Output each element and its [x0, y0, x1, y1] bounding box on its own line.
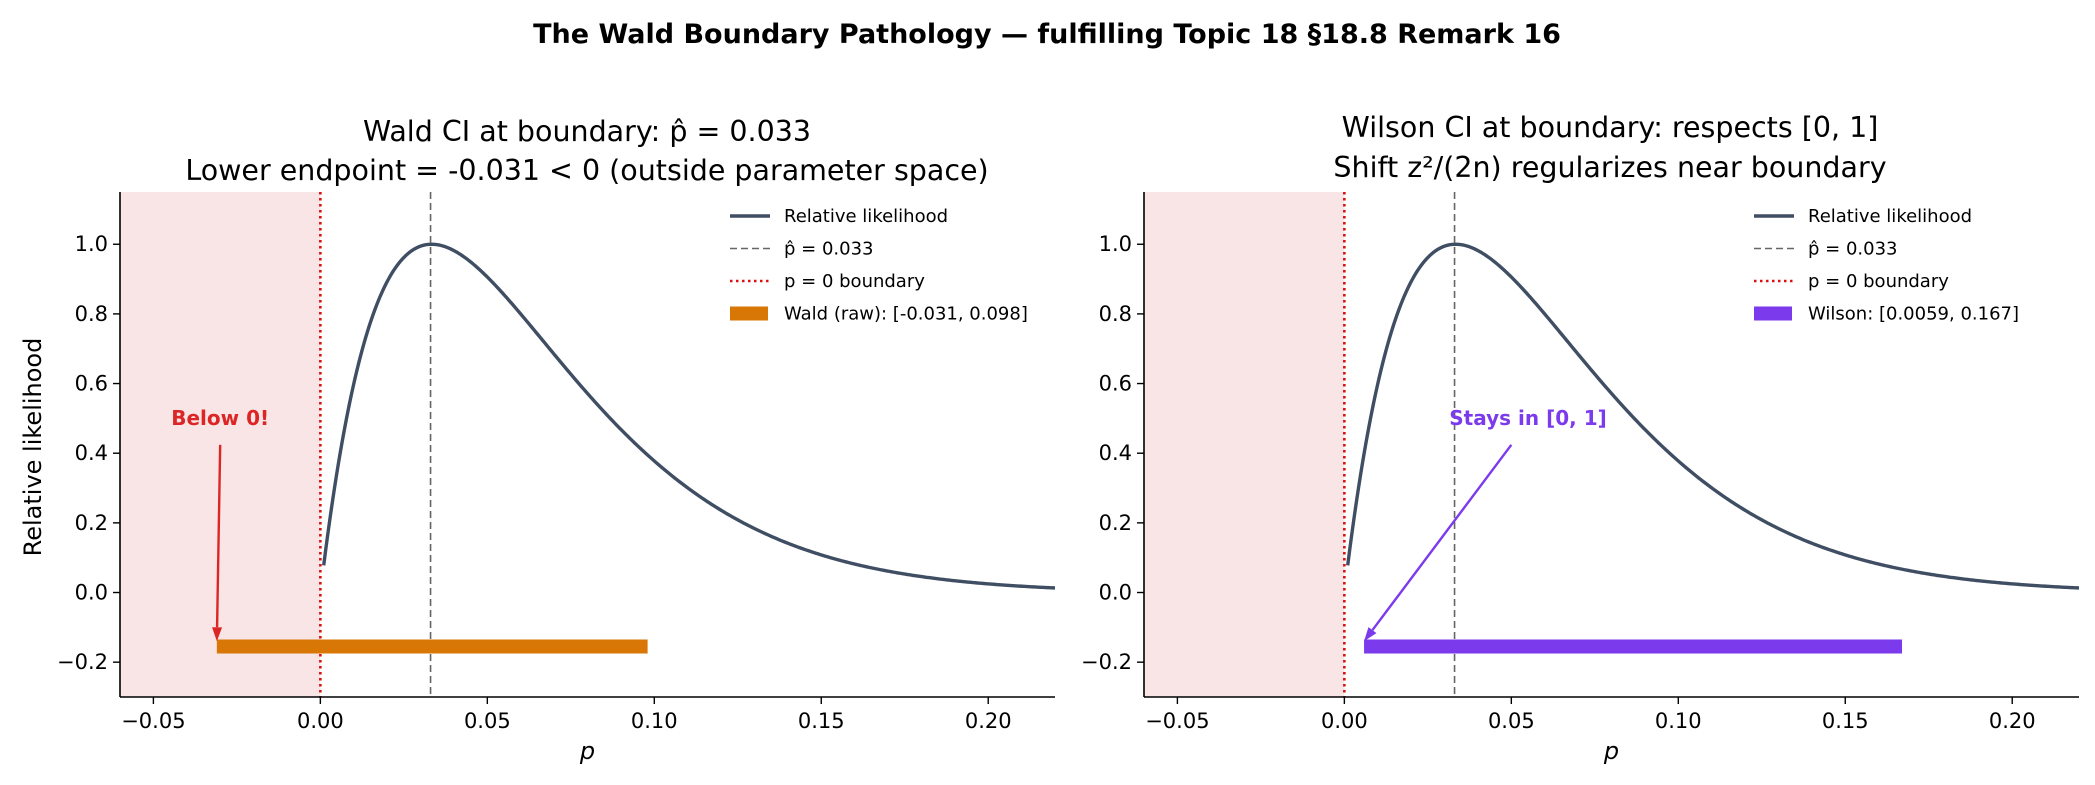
y-tick-label: 0.2: [1099, 511, 1132, 535]
x-axis-label: p: [1603, 737, 1619, 765]
annotation-text: Stays in [0, 1]: [1449, 406, 1606, 430]
x-tick-label: 0.20: [1989, 709, 2036, 733]
y-tick-label: 0.0: [75, 581, 108, 605]
legend-label: p̂ = 0.033: [784, 239, 873, 260]
x-tick-label: 0.10: [1655, 709, 1702, 733]
y-tick-label: 1.0: [75, 232, 108, 256]
annotation-arrowhead: [1364, 627, 1377, 642]
x-tick-label: 0.15: [798, 709, 845, 733]
legend: Relative likelihood p̂ = 0.033 p = 0 bound…: [1754, 206, 2019, 325]
x-tick-label: 0.05: [464, 709, 511, 733]
interval-bar: [216, 639, 648, 654]
x-tick-label: 0.00: [297, 709, 344, 733]
x-tick-label: 0.20: [965, 709, 1012, 733]
panel-title-line2: Lower endpoint = -0.031 < 0 (outside par…: [185, 154, 988, 187]
negative-region-shade: [1144, 192, 1345, 697]
panel-title-line2: Shift z²/(2n) regularizes near boundary: [1333, 151, 1886, 184]
legend-label: p = 0 boundary: [784, 271, 925, 292]
negative-region-shade: [120, 192, 321, 697]
legend-label: Wilson: [0.0059, 0.167]: [1808, 304, 2019, 325]
interval-bar: [1364, 639, 1903, 654]
x-tick-label: 0.10: [631, 709, 678, 733]
y-tick-label: −0.2: [57, 650, 108, 674]
y-tick-label: 0.4: [75, 441, 108, 465]
legend-label: p̂ = 0.033: [1808, 239, 1897, 260]
y-tick-label: 0.4: [1099, 441, 1132, 465]
panel-wilson: Wilson CI at boundary: respects [0, 1] S…: [1081, 111, 2080, 765]
legend-swatch-interval: [1754, 306, 1792, 321]
y-tick-label: 0.8: [75, 302, 108, 326]
legend: Relative likelihood p̂ = 0.033 p = 0 bound…: [730, 206, 1028, 325]
y-tick-label: 0.2: [75, 511, 108, 535]
annotation-text: Below 0!: [171, 406, 269, 430]
panel-title-line1: Wald CI at boundary: p̂ = 0.033: [363, 115, 811, 148]
x-tick-label: 0.00: [1321, 709, 1368, 733]
y-tick-label: 1.0: [1099, 232, 1132, 256]
y-axis-label: Relative likelihood: [19, 338, 47, 557]
panel-wald: Wald CI at boundary: p̂ = 0.033 Lower en…: [19, 115, 1056, 765]
legend-swatch-interval: [730, 306, 768, 321]
legend-label: p = 0 boundary: [1808, 271, 1949, 292]
figure-suptitle: The Wald Boundary Pathology — fulfilling…: [533, 19, 1561, 50]
x-tick-label: 0.05: [1488, 709, 1535, 733]
likelihood-curve: [322, 242, 1056, 590]
panel-title-line1: Wilson CI at boundary: respects [0, 1]: [1342, 111, 1879, 144]
legend-label: Wald (raw): [-0.031, 0.098]: [784, 304, 1028, 325]
annotation-arrowhead: [212, 627, 223, 642]
x-tick-label: −0.05: [121, 709, 185, 733]
likelihood-curve: [1346, 242, 2080, 590]
y-tick-label: 0.0: [1099, 581, 1132, 605]
annotation-arrow: [215, 444, 222, 628]
x-axis-label: p: [579, 737, 595, 765]
legend-label: Relative likelihood: [1808, 206, 1972, 227]
x-tick-label: −0.05: [1145, 709, 1209, 733]
y-tick-label: 0.6: [1099, 372, 1132, 396]
y-tick-label: −0.2: [1081, 650, 1132, 674]
legend-label: Relative likelihood: [784, 206, 948, 227]
x-tick-label: 0.15: [1822, 709, 1869, 733]
y-tick-label: 0.6: [75, 372, 108, 396]
y-tick-label: 0.8: [1099, 302, 1132, 326]
annotation-arrow: [1371, 444, 1513, 631]
